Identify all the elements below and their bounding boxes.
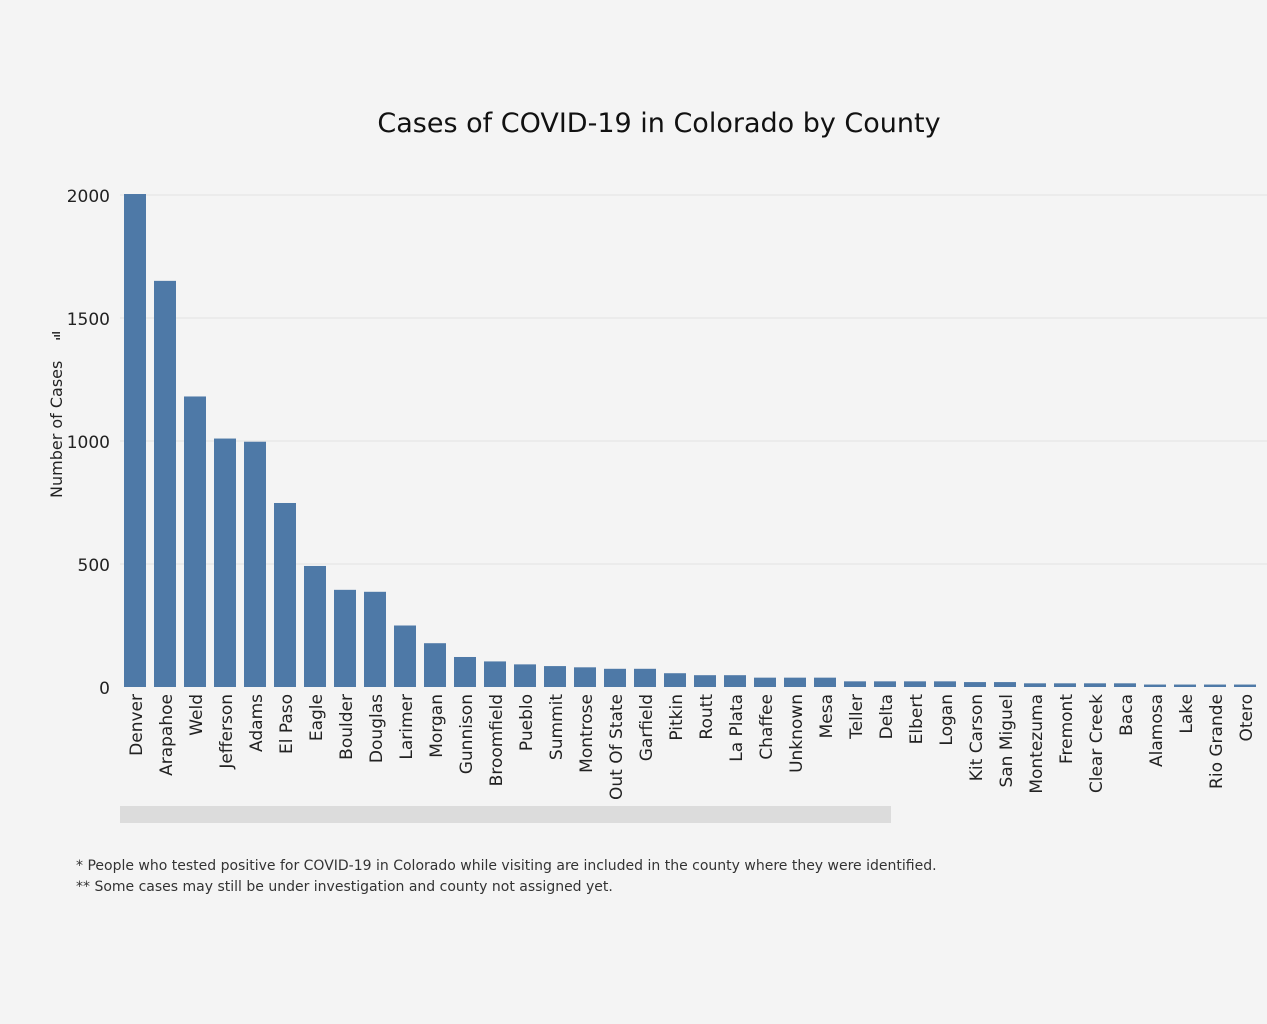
bar-eagle bbox=[304, 565, 326, 687]
bar-jefferson bbox=[214, 438, 236, 687]
x-tick-label: Fremont bbox=[1057, 694, 1077, 764]
x-tick-label: San Miguel bbox=[997, 694, 1017, 788]
x-tick-label: Pitkin bbox=[667, 694, 687, 741]
x-tick-label: Out Of State bbox=[607, 694, 627, 800]
bar-la-plata bbox=[724, 675, 746, 687]
bar-clear-creek bbox=[1084, 683, 1106, 687]
x-tick-label: Elbert bbox=[907, 694, 927, 745]
bar-otero bbox=[1234, 684, 1256, 687]
x-tick-label: Clear Creek bbox=[1087, 694, 1107, 793]
bar-rio-grande bbox=[1204, 684, 1226, 687]
x-tick-label: El Paso bbox=[277, 694, 297, 754]
x-tick-label: Baca bbox=[1117, 694, 1137, 736]
chart-title: Cases of COVID-19 in Colorado by County bbox=[377, 108, 941, 139]
x-tick-label: Garfield bbox=[637, 694, 657, 761]
bar-kit-carson bbox=[964, 682, 986, 687]
bar-alamosa bbox=[1144, 684, 1166, 687]
bar-montrose bbox=[574, 667, 596, 687]
x-tick-label: Montrose bbox=[577, 694, 597, 773]
x-tick-label: Broomfield bbox=[487, 694, 507, 786]
bar-unknown bbox=[784, 677, 806, 687]
x-tick-label: Douglas bbox=[367, 694, 387, 763]
bar-adams bbox=[244, 441, 266, 687]
bar-summit bbox=[544, 666, 566, 687]
y-tick-label: 1000 bbox=[67, 433, 110, 453]
bar-mesa bbox=[814, 677, 836, 687]
bar-san-miguel bbox=[994, 682, 1016, 687]
x-tick-label: Lake bbox=[1177, 694, 1197, 734]
bar-larimer bbox=[394, 625, 416, 687]
x-tick-label: Logan bbox=[937, 694, 957, 746]
bar-morgan bbox=[424, 643, 446, 687]
bar-denver bbox=[124, 194, 146, 688]
bar-gunnison bbox=[454, 656, 476, 687]
x-tick-label: Arapahoe bbox=[157, 694, 177, 776]
bar-pueblo bbox=[514, 664, 536, 687]
bar-pitkin bbox=[664, 673, 686, 687]
bar-chart: 0 500 1000 1500 2000 Number of Cases Denver Ara… bbox=[47, 187, 1267, 800]
bar-arapahoe bbox=[154, 280, 176, 687]
x-tick-label: Mesa bbox=[817, 694, 837, 738]
x-tick-label: Kit Carson bbox=[967, 694, 987, 781]
x-tick-label: Pueblo bbox=[517, 694, 537, 751]
x-tick-label: Unknown bbox=[787, 694, 807, 773]
x-tick-label: Montezuma bbox=[1027, 694, 1047, 794]
bar-boulder bbox=[334, 589, 356, 687]
x-tick-label: Jefferson bbox=[217, 694, 237, 770]
x-tick-label: Denver bbox=[127, 694, 147, 756]
x-tick-label: Weld bbox=[187, 694, 207, 736]
bar-garfield bbox=[634, 668, 656, 687]
bar-logan bbox=[934, 681, 956, 687]
footnote-2: ** Some cases may still be under investi… bbox=[76, 879, 613, 895]
x-tick-label: Teller bbox=[847, 694, 867, 740]
footnote-1: * People who tested positive for COVID-1… bbox=[76, 858, 937, 874]
bar-el-paso bbox=[274, 502, 296, 687]
x-tick-label: Summit bbox=[547, 694, 567, 760]
x-tick-label: Routt bbox=[697, 694, 717, 740]
x-tick-label: Eagle bbox=[307, 694, 327, 741]
x-tick-label: Larimer bbox=[397, 694, 417, 760]
y-tick-label: 2000 bbox=[67, 187, 110, 207]
bar-teller bbox=[844, 681, 866, 687]
x-tick-label: Boulder bbox=[337, 694, 357, 760]
sort-descending-icon[interactable] bbox=[52, 332, 60, 340]
bar-chaffee bbox=[754, 677, 776, 687]
bar-douglas bbox=[364, 591, 386, 687]
x-tick-label: Otero bbox=[1237, 694, 1257, 742]
x-tick-label: Delta bbox=[877, 694, 897, 739]
x-tick-label: La Plata bbox=[727, 694, 747, 762]
x-tick-label: Morgan bbox=[427, 694, 447, 758]
y-tick-label: 1500 bbox=[67, 310, 110, 330]
x-tick-label: Adams bbox=[247, 694, 267, 752]
x-tick-label: Chaffee bbox=[757, 694, 777, 760]
bar-baca bbox=[1114, 683, 1136, 687]
bar-fremont bbox=[1054, 683, 1076, 687]
y-axis-label: Number of Cases bbox=[47, 361, 66, 498]
bar-lake bbox=[1174, 684, 1196, 687]
y-tick-label: 500 bbox=[78, 556, 110, 576]
x-tick-label: Gunnison bbox=[457, 694, 477, 774]
x-tick-label: Alamosa bbox=[1147, 694, 1167, 767]
bar-routt bbox=[694, 675, 716, 687]
bar-broomfield bbox=[484, 661, 506, 687]
bar-weld bbox=[184, 396, 206, 687]
x-tick-label: Rio Grande bbox=[1207, 694, 1227, 789]
bar-out-of-state bbox=[604, 668, 626, 687]
bar-montezuma bbox=[1024, 683, 1046, 687]
bar-delta bbox=[874, 681, 896, 687]
horizontal-scrollbar[interactable] bbox=[120, 806, 891, 823]
bar-elbert bbox=[904, 681, 926, 687]
y-tick-label: 0 bbox=[99, 679, 110, 699]
